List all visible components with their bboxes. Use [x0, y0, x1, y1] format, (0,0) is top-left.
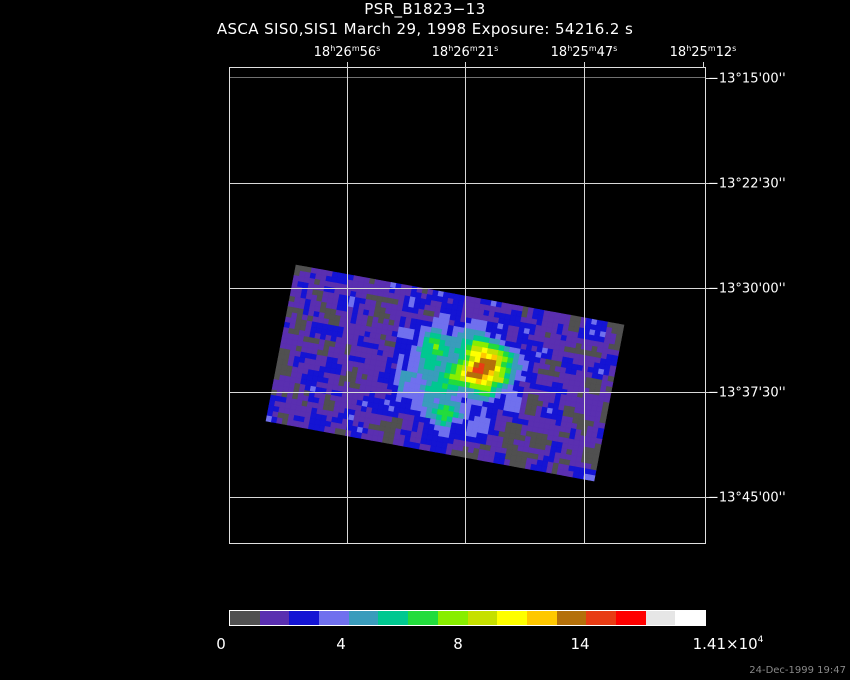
plot-frame-top-line: [229, 77, 706, 78]
plot-subtitle: ASCA SIS0,SIS1 March 29, 1998 Exposure: …: [216, 20, 634, 38]
ra-tick-label: 18h26m56s: [313, 44, 381, 60]
dec-tick-label: −13°22'30'': [708, 176, 786, 192]
colorbar-swatch: [319, 611, 349, 625]
colorbar-swatch: [556, 611, 587, 625]
plot-title: PSR_B1823−13: [364, 0, 486, 18]
ra-tick-label: 18h25m47s: [550, 44, 618, 60]
dec-tick-label: −13°30'00'': [708, 281, 786, 297]
plot-frame: [229, 67, 706, 544]
colorbar: [229, 610, 706, 626]
colorbar-swatch: [526, 611, 557, 625]
colorbar-swatch: [675, 611, 705, 625]
ra-tick-label: 18h26m21s: [431, 44, 499, 60]
colorbar-max-label: 1.41×104: [692, 635, 764, 653]
colorbar-swatch: [378, 611, 409, 625]
colorbar-swatch: [467, 611, 498, 625]
colorbar-swatch: [408, 611, 438, 625]
colorbar-swatch: [348, 611, 379, 625]
colorbar-swatch: [230, 611, 260, 625]
xray-intensity-image: [265, 264, 625, 482]
colorbar-swatch: [289, 611, 320, 625]
colorbar-swatch: [586, 611, 616, 625]
colorbar-swatch: [497, 611, 527, 625]
dec-tick-label: −13°15'00'': [708, 71, 786, 87]
colorbar-swatch: [259, 611, 290, 625]
colorbar-label: 4: [336, 635, 346, 653]
colorbar-swatch: [615, 611, 646, 625]
colorbar-label: 0: [216, 635, 226, 653]
image-pixel: [588, 474, 596, 482]
dec-tick-label: −13°45'00'': [708, 490, 786, 506]
dec-tick-label: −13°37'30'': [708, 385, 786, 401]
ra-tick-label: 18h25m12s: [669, 44, 737, 60]
colorbar-swatch: [645, 611, 676, 625]
colorbar-label: 8: [453, 635, 463, 653]
timestamp: 24-Dec-1999 19:47: [749, 665, 846, 676]
colorbar-swatch: [437, 611, 468, 625]
colorbar-label: 14: [570, 635, 590, 653]
